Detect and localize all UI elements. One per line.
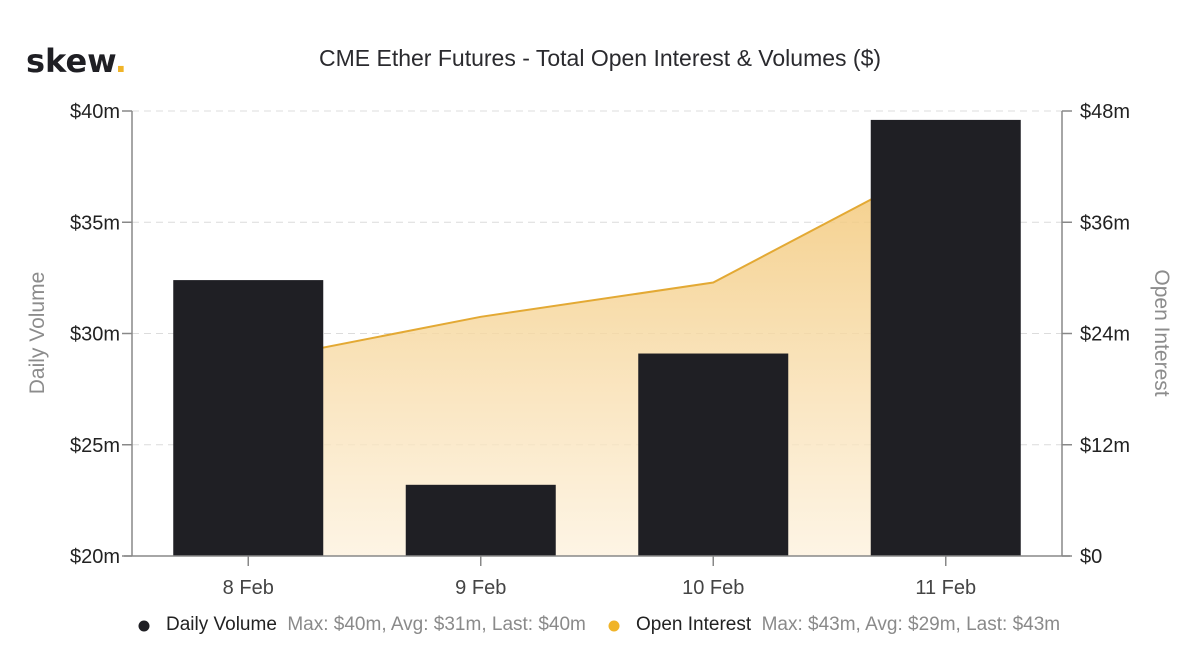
volume-bars	[173, 119, 1021, 557]
svg-text:Daily Volume Max: $40m: Daily Volume Max: $40m, Avg: $31m, Last:…	[166, 614, 586, 635]
x-tick-label: 8 Feb	[223, 577, 274, 599]
left-axis-title: Daily Volume	[26, 272, 49, 395]
open-interest-line	[248, 159, 947, 364]
legend-marker-daily-volume	[138, 620, 150, 632]
x-axis-ticks: 8 Feb 9 Feb 10 Feb 11 Feb	[223, 556, 976, 599]
legend-name-open-interest: Open Interest	[636, 614, 752, 635]
volume-bar[interactable]	[638, 353, 789, 556]
right-tick-label: $24m	[1080, 324, 1130, 346]
skew-logo: skew.	[26, 42, 127, 80]
legend-stats-open-interest: Max: $43m, Avg: $29m, Last: $43m	[762, 614, 1061, 635]
x-tick-label: 11 Feb	[915, 577, 976, 599]
left-tick-label: $25m	[70, 435, 120, 457]
legend-item-daily-volume[interactable]: Daily Volume Max: $40m, Avg: $31m, Last:…	[138, 614, 586, 635]
legend: Daily Volume Max: $40m, Avg: $31m, Last:…	[138, 614, 1061, 635]
legend-name-daily-volume: Daily Volume	[166, 614, 277, 635]
left-tick-label: $35m	[70, 212, 120, 234]
legend-marker-open-interest	[608, 620, 620, 632]
svg-text:Open Interest Max: $43: Open Interest Max: $43m, Avg: $29m, Last…	[636, 614, 1060, 635]
legend-item-open-interest[interactable]: Open Interest Max: $43m, Avg: $29m, Last…	[608, 614, 1061, 635]
volume-bar[interactable]	[405, 484, 556, 556]
right-tick-label: $48m	[1080, 101, 1130, 123]
right-axis-title: Open Interest	[1150, 269, 1173, 396]
left-tick-label: $30m	[70, 324, 120, 346]
right-tick-label: $36m	[1080, 212, 1130, 234]
volume-bar[interactable]	[870, 119, 1021, 557]
chart-title: CME Ether Futures - Total Open Interest …	[319, 45, 881, 71]
open-interest-area	[248, 159, 947, 556]
right-tick-label: $12m	[1080, 435, 1130, 457]
legend-stats-daily-volume: Max: $40m, Avg: $31m, Last: $40m	[287, 614, 586, 635]
x-tick-label: 10 Feb	[682, 577, 744, 599]
right-axis-ticks: $0 $12m $24m $36m $48m	[1062, 101, 1130, 568]
left-tick-label: $40m	[70, 101, 120, 123]
left-axis-ticks: $20m $25m $30m $35m $40m	[70, 101, 132, 568]
left-tick-label: $20m	[70, 546, 120, 568]
x-tick-label: 9 Feb	[455, 577, 506, 599]
right-tick-label: $0	[1080, 546, 1102, 568]
volume-bar[interactable]	[173, 280, 324, 556]
open-interest-area-fill	[248, 160, 946, 556]
